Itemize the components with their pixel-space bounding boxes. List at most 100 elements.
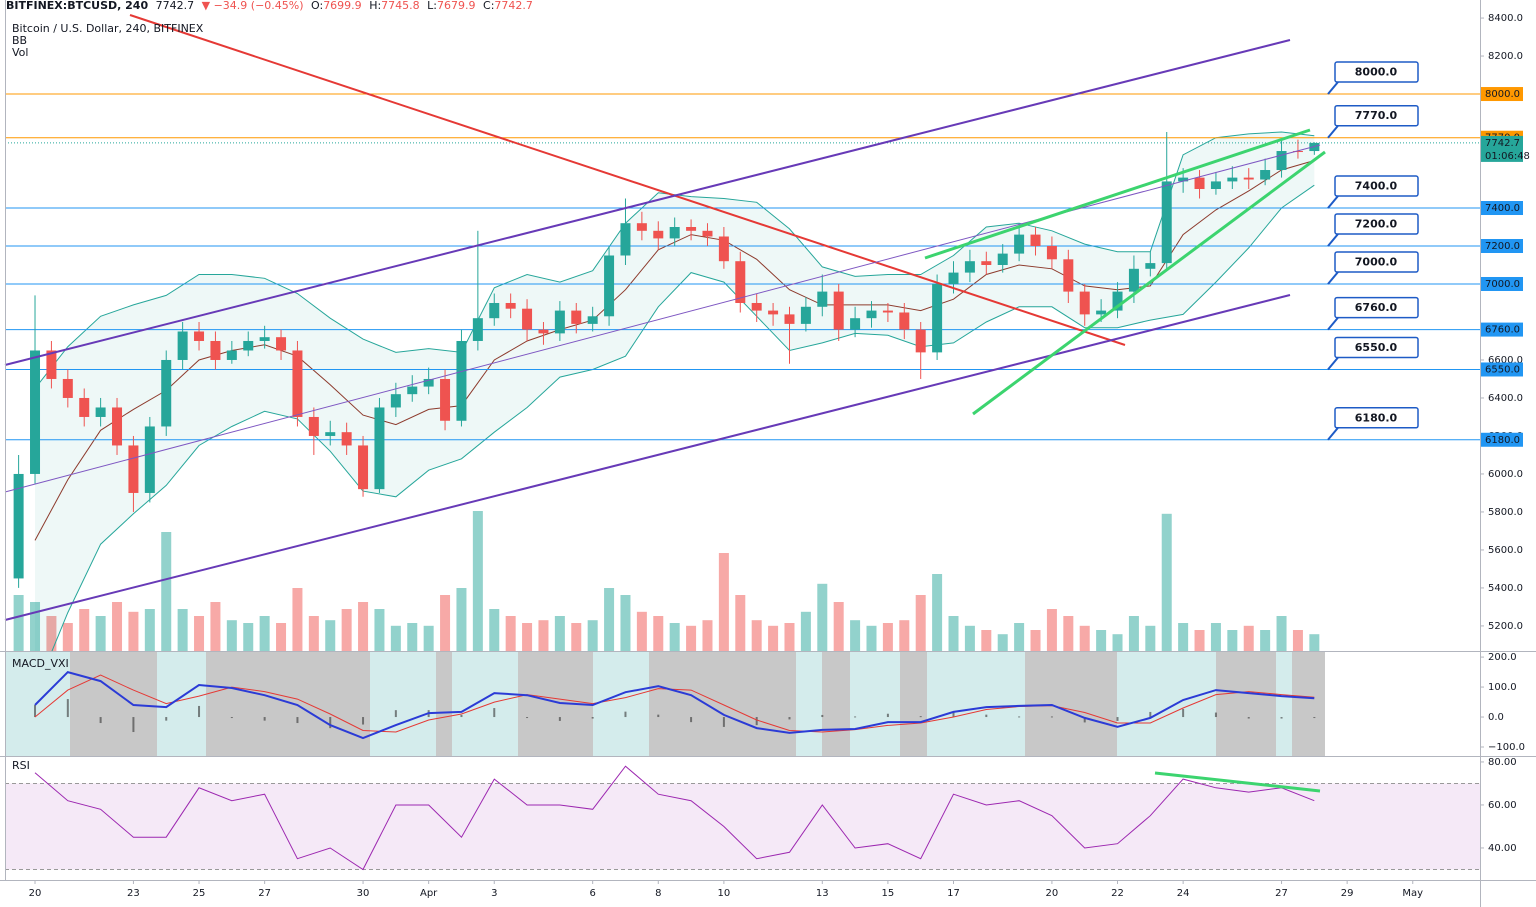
- candle-body: [194, 331, 205, 341]
- level-axis-label: 7400.0: [1485, 203, 1520, 214]
- regime-shade: [70, 652, 157, 756]
- callout-label: 6180.0: [1355, 411, 1398, 424]
- volume-bar: [1260, 630, 1271, 651]
- histogram-bar: [1149, 711, 1152, 718]
- x-tick-label: 20: [29, 888, 42, 899]
- candle-body: [423, 378, 434, 387]
- volume-bar: [144, 609, 155, 651]
- volume-bar: [1063, 616, 1074, 651]
- x-tick-label: 29: [1341, 888, 1354, 899]
- volume-bar: [997, 634, 1008, 651]
- x-tick-label: 27: [1275, 888, 1288, 899]
- histogram-bar: [1050, 716, 1053, 718]
- ohlc-label: H:: [369, 0, 381, 12]
- volume-bar: [1227, 630, 1238, 651]
- volume-bar: [112, 602, 123, 651]
- level-axis-label: 6760.0: [1485, 325, 1520, 336]
- candle-body: [866, 310, 877, 319]
- ohlc-label: C:: [483, 0, 494, 12]
- histogram-bar: [1214, 712, 1217, 718]
- histogram-bar: [952, 711, 955, 718]
- candle-body: [932, 283, 943, 353]
- volume-bar: [964, 625, 975, 651]
- y-tick-label: −100.0: [1488, 742, 1525, 753]
- axes: 5200.05400.05600.05800.06000.06200.06400…: [29, 13, 1530, 899]
- callout-box: [1334, 61, 1419, 83]
- candle-body: [1227, 177, 1238, 182]
- histogram-bar: [34, 705, 37, 718]
- candle-body: [144, 426, 155, 493]
- volume-bar: [1276, 616, 1287, 651]
- candle-body: [13, 473, 24, 579]
- candle-body: [1260, 170, 1271, 180]
- y-tick-label: 80.00: [1488, 757, 1517, 768]
- candle-body: [1112, 291, 1123, 311]
- callout-box: [1334, 104, 1419, 127]
- regime-shade: [370, 652, 436, 756]
- callout-label: 6550.0: [1355, 341, 1398, 354]
- candle-body: [620, 223, 631, 256]
- volume-bar: [702, 620, 713, 651]
- histogram-bar: [263, 717, 266, 721]
- x-tick-label: 17: [947, 888, 960, 899]
- volume-bar: [751, 620, 762, 651]
- x-tick-label: 8: [655, 888, 661, 899]
- histogram-bar: [165, 717, 168, 721]
- ohlc-value: 7742.7: [494, 0, 533, 12]
- histogram-bar: [66, 699, 69, 718]
- level-axis-label: 6550.0: [1485, 364, 1520, 375]
- x-tick-label: May: [1402, 888, 1423, 899]
- histogram-bar: [493, 708, 496, 718]
- volume-bar: [784, 623, 795, 651]
- volume-bar: [505, 616, 516, 651]
- trend-line: [129, 14, 1126, 346]
- bb-fill: [35, 132, 1315, 651]
- volume-bar: [850, 620, 861, 651]
- volume-bar: [325, 620, 336, 651]
- candle-body: [522, 308, 533, 330]
- signal-line: [34, 674, 1315, 733]
- volume-bar: [292, 588, 303, 651]
- volume-bar: [882, 623, 893, 651]
- callout-label: 8000.0: [1355, 66, 1398, 79]
- candle-body: [95, 407, 106, 417]
- candle-body: [587, 316, 598, 324]
- macd-line: [34, 670, 1315, 740]
- callout-pointer: [1327, 356, 1339, 371]
- histogram-bar: [558, 717, 561, 721]
- candle-body: [784, 314, 795, 324]
- x-tick-label: 27: [258, 888, 271, 899]
- candle-body: [1014, 234, 1025, 254]
- histogram-bar: [394, 710, 397, 718]
- candle-body: [850, 318, 861, 330]
- volume-bar: [210, 602, 221, 651]
- volume-bar: [899, 620, 910, 651]
- candle-body: [161, 359, 172, 427]
- volume-bar: [177, 609, 188, 651]
- histogram-bar: [1280, 717, 1283, 719]
- candle-body: [456, 340, 467, 421]
- callout-box: [1334, 213, 1419, 235]
- last-price: 7742.7: [156, 0, 195, 12]
- level-axis-label: 6180.0: [1485, 435, 1520, 446]
- volume-bar: [932, 574, 943, 651]
- histogram-bar: [460, 714, 463, 718]
- volume-bar: [374, 609, 385, 651]
- histogram-bar: [821, 714, 824, 718]
- volume-bar: [1112, 634, 1123, 651]
- candle-body: [800, 306, 811, 324]
- candle-body: [1161, 181, 1172, 264]
- histogram-bar: [722, 717, 725, 727]
- candle-body: [1145, 263, 1156, 269]
- symbol: BITFINEX:BTCUSD, 240: [6, 0, 148, 12]
- regime-shade: [157, 652, 206, 756]
- y-tick-label: 5200.0: [1488, 621, 1523, 632]
- channel-line: [4, 294, 1291, 621]
- histogram-bar: [230, 717, 233, 719]
- channel-midline: [4, 144, 1321, 493]
- candle-body: [46, 350, 57, 379]
- x-tick-label: 24: [1177, 888, 1190, 899]
- legend-indicator: BB: [12, 34, 27, 47]
- candle-body: [505, 302, 516, 309]
